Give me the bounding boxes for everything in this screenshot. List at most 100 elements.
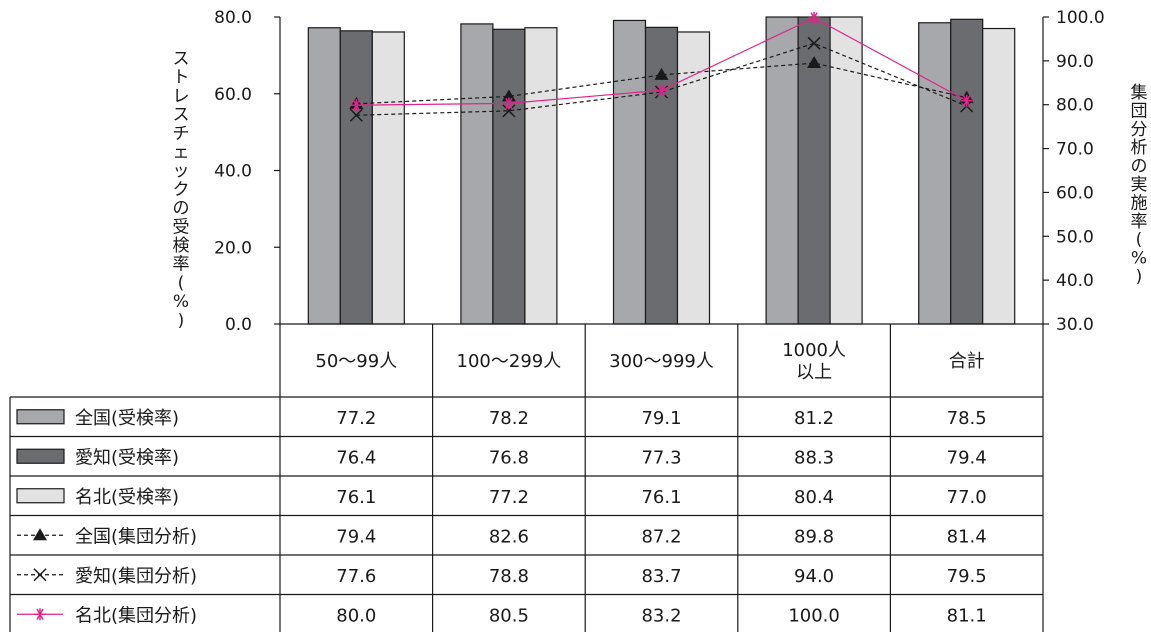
y-axis-left-title: ストレスチェックの受検率(%) — [173, 49, 190, 331]
data-label-2-2: 76.8 — [489, 447, 529, 468]
data-label-1-3: 79.1 — [641, 408, 681, 429]
series-1-point-2 — [501, 89, 516, 102]
data-label-2-3: 77.3 — [641, 447, 681, 468]
y-right-tick-label: 50.0 — [1056, 227, 1094, 247]
series-3-point-2 — [502, 97, 515, 110]
data-label-1-5: 78.5 — [947, 408, 987, 429]
bar-3-2 — [524, 27, 558, 325]
series-2-point-2-stroke-b — [502, 104, 516, 118]
data-label-2-5: 79.4 — [947, 447, 987, 468]
data-label-4-1: 79.4 — [336, 526, 376, 547]
data-label-5-5: 79.5 — [947, 566, 987, 587]
data-label-5-4: 94.0 — [794, 566, 834, 587]
legend-marker-4-shape — [33, 528, 47, 541]
bar-3-3 — [676, 31, 711, 325]
data-label-4-2: 82.6 — [489, 526, 529, 547]
category-label-1: 50〜99人 — [315, 351, 397, 372]
category-label-2: 100〜299人 — [457, 351, 562, 372]
y-right-tick-label: 40.0 — [1056, 271, 1094, 291]
data-label-1-4: 81.2 — [794, 408, 834, 429]
series-1-point-2-shape — [501, 89, 516, 102]
series-2-point-1-stroke-b — [349, 108, 363, 122]
legend-label-6: 名北(集団分析) — [75, 605, 197, 626]
category-label-3: 300〜999人 — [609, 351, 714, 372]
category-label-4: 1000人以上 — [782, 340, 846, 383]
legend-swatch-3 — [16, 488, 65, 504]
bar-2-1 — [339, 30, 373, 325]
y-left-tick-label: 0.0 — [225, 315, 252, 335]
data-label-3-2: 77.2 — [489, 487, 529, 508]
data-label-6-2: 80.5 — [489, 605, 529, 626]
data-label-3-4: 80.4 — [794, 487, 834, 508]
bar-1-2 — [460, 23, 494, 325]
legend-label-5: 愛知(集団分析) — [75, 566, 197, 587]
series-3-point-1 — [350, 99, 363, 112]
bar-3-4 — [829, 16, 863, 325]
y-left-tick-label: 40.0 — [214, 162, 252, 182]
data-label-2-1: 76.4 — [336, 447, 376, 468]
data-label-5-2: 78.8 — [489, 566, 529, 587]
series-1-point-4 — [807, 56, 822, 69]
legend-marker-6 — [34, 608, 46, 621]
legend-marker-5-stroke-b — [33, 568, 47, 582]
series-2-point-2 — [502, 104, 516, 118]
y-right-tick-label: 90.0 — [1056, 52, 1094, 72]
bar-3-5 — [982, 27, 1016, 325]
bar-1-3 — [612, 19, 647, 325]
series-line-1 — [356, 62, 967, 105]
y-right-tick-label: 60.0 — [1056, 183, 1094, 203]
bar-1-4 — [765, 16, 799, 325]
series-2-point-4 — [807, 36, 821, 50]
data-label-6-5: 81.1 — [947, 605, 987, 626]
legend-marker-4 — [33, 528, 47, 541]
series-3-point-4 — [808, 11, 821, 24]
series-1-point-4-shape — [807, 56, 822, 69]
y-left-tick-label: 60.0 — [214, 85, 252, 105]
bar-3-1 — [371, 31, 405, 325]
legend-marker-5 — [33, 568, 47, 582]
data-label-1-2: 78.2 — [489, 408, 529, 429]
data-label-4-5: 81.4 — [947, 526, 987, 547]
data-label-1-1: 77.2 — [336, 408, 376, 429]
bar-2-5 — [950, 18, 984, 325]
data-label-3-5: 77.0 — [947, 487, 987, 508]
series-1-point-3-shape — [654, 67, 669, 80]
data-label-6-1: 80.0 — [336, 605, 376, 626]
data-label-6-4: 100.0 — [788, 605, 840, 626]
y-left-tick-label: 20.0 — [214, 238, 252, 258]
data-label-3-3: 76.1 — [641, 487, 681, 508]
bar-1-5 — [918, 22, 952, 325]
y-left-tick-label: 80.0 — [214, 8, 252, 28]
y-axis-right-title: 集団分析の実施率(%) — [1131, 83, 1148, 287]
bar-2-2 — [492, 28, 526, 325]
data-label-2-4: 88.3 — [794, 447, 834, 468]
legend-label-1: 全国(受検率) — [75, 408, 179, 429]
series-2-point-1 — [349, 108, 363, 122]
series-2-point-4-stroke-b — [807, 36, 821, 50]
data-label-4-4: 89.8 — [794, 526, 834, 547]
data-label-3-1: 76.1 — [336, 487, 376, 508]
y-right-tick-label: 70.0 — [1056, 140, 1094, 160]
category-label-5: 合計 — [949, 351, 985, 372]
legend-label-2: 愛知(受検率) — [75, 447, 179, 468]
data-label-4-3: 87.2 — [641, 526, 681, 547]
bars — [307, 16, 1016, 325]
data-label-5-3: 83.7 — [641, 566, 681, 587]
legend-swatch-2 — [16, 448, 65, 464]
series-3-point-5 — [960, 94, 973, 107]
series-line-2 — [356, 42, 967, 116]
data-label-6-3: 83.2 — [641, 605, 681, 626]
legend-label-3: 名北(受検率) — [75, 487, 179, 508]
axes: 0.0 20.0 40.0 60.0 80.0 30.0 40.0 50.0 60.0 70.0 8… — [214, 8, 1105, 335]
bar-1-1 — [307, 27, 341, 325]
series-1-point-3 — [654, 67, 669, 80]
series-3-point-3 — [655, 84, 668, 97]
y-right-tick-label: 100.0 — [1056, 8, 1105, 28]
legend-swatch-1 — [16, 409, 65, 425]
y-right-tick-label: 30.0 — [1056, 315, 1094, 335]
y-right-tick-label: 80.0 — [1056, 96, 1094, 116]
series-lines — [349, 11, 974, 122]
data-label-5-1: 77.6 — [336, 566, 376, 587]
